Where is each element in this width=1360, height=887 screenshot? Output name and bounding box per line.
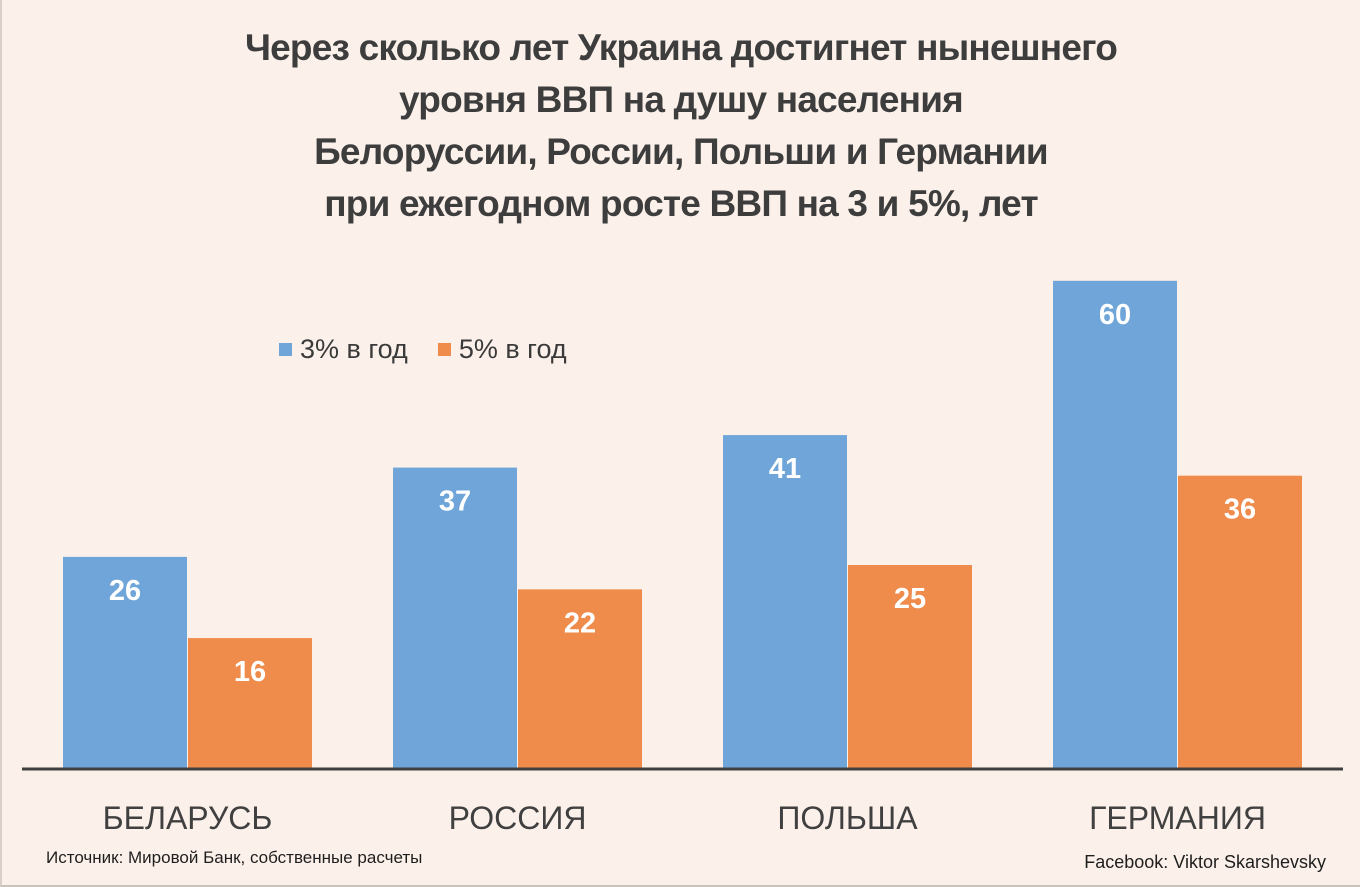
bar-5pct-0 xyxy=(188,638,312,768)
title-line-2: уровня ВВП на душу населения xyxy=(399,79,964,120)
title-line-4: при ежегодном росте ВВП на 3 и 5%, лет xyxy=(324,183,1038,224)
category-label-2: ПОЛЬША xyxy=(777,800,918,836)
category-label-1: РОССИЯ xyxy=(449,800,587,836)
data-label-5pct-2: 25 xyxy=(894,583,926,615)
category-label-3: ГЕРМАНИЯ xyxy=(1089,800,1266,836)
author-credit: Facebook: Viktor Skarshevsky xyxy=(1084,852,1326,872)
bar-5pct-3 xyxy=(1178,475,1302,768)
legend-item-3pct: 3% в год xyxy=(279,334,408,365)
data-label-5pct-1: 22 xyxy=(564,607,596,639)
legend-swatch-3pct xyxy=(279,343,292,356)
bar-5pct-2 xyxy=(848,565,972,768)
title-line-3: Белоруссии, России, Польши и Германии xyxy=(314,131,1049,172)
data-label-3pct-3: 60 xyxy=(1099,299,1131,331)
bar-3pct-2 xyxy=(723,435,847,768)
data-label-5pct-0: 16 xyxy=(234,656,266,688)
bar-5pct-1 xyxy=(518,589,642,768)
legend-swatch-5pct xyxy=(437,343,451,356)
data-label-3pct-0: 26 xyxy=(109,575,141,607)
chart-title: Через сколько лет Украина достигнет ныне… xyxy=(2,22,1360,230)
bar-3pct-1 xyxy=(393,467,517,768)
bar-3pct-3 xyxy=(1053,280,1177,768)
bar-3pct-0 xyxy=(63,556,187,768)
data-label-5pct-3: 36 xyxy=(1224,494,1256,526)
legend-label-3pct: 3% в год xyxy=(300,334,408,364)
source-note: Источник: Мировой Банк, собственные расч… xyxy=(46,848,423,867)
data-label-3pct-1: 37 xyxy=(439,486,471,518)
legend: 3% в год 5% в год xyxy=(279,334,597,365)
legend-item-5pct: 5% в год xyxy=(437,334,567,365)
data-label-3pct-2: 41 xyxy=(769,453,801,485)
legend-label-5pct: 5% в год xyxy=(458,334,567,364)
title-line-1: Через сколько лет Украина достигнет ныне… xyxy=(244,27,1118,68)
category-label-0: БЕЛАРУСЬ xyxy=(103,800,273,836)
